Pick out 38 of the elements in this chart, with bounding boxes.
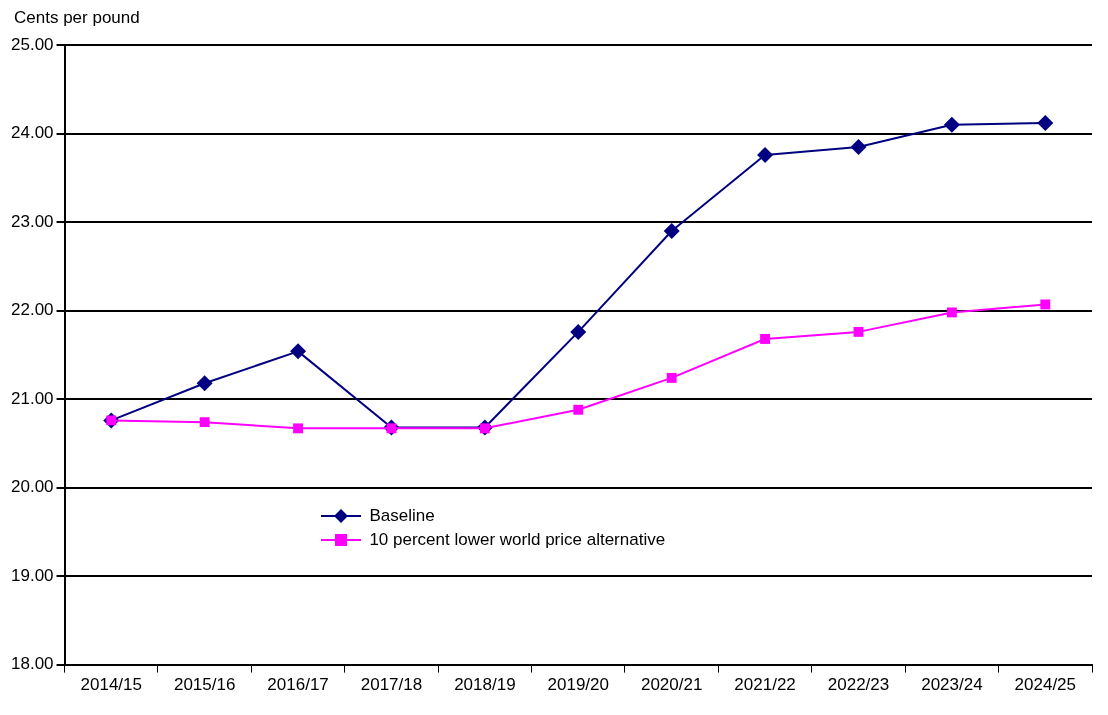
point — [290, 343, 307, 360]
y-tick-label: 25.00 — [10, 34, 54, 54]
point — [196, 375, 213, 392]
x-tick-label: 2018/19 — [454, 675, 516, 695]
point — [570, 323, 587, 340]
y-axis-title: Cents per pound — [13, 8, 141, 29]
x-tick-label: 2023/24 — [921, 675, 983, 695]
point — [293, 423, 304, 434]
point — [757, 146, 774, 163]
x-tick-label: 2015/16 — [173, 675, 236, 695]
x-tick-label: 2020/21 — [640, 675, 703, 695]
x-tick-label: 2017/18 — [360, 675, 423, 695]
point — [1037, 115, 1054, 132]
x-tick-label: 2014/15 — [80, 675, 142, 695]
point — [663, 223, 680, 240]
x-tick-label: 2022/23 — [827, 675, 890, 695]
point — [946, 307, 957, 318]
point — [853, 326, 864, 337]
y-tick-label: 23.00 — [10, 211, 54, 231]
point — [199, 417, 210, 428]
y-tick-label: 18.00 — [10, 654, 54, 674]
y-tick-label: 20.00 — [10, 477, 54, 497]
point — [850, 138, 867, 155]
y-tick-label: 22.00 — [10, 300, 54, 320]
x-tick-label: 2016/17 — [267, 675, 329, 695]
point — [573, 404, 584, 415]
legend-label: Baseline — [369, 505, 435, 526]
y-tick-label: 19.00 — [10, 565, 54, 585]
y-tick-label: 24.00 — [10, 123, 54, 143]
point — [760, 334, 771, 344]
legend-label: 10 percent lower world price alternative — [369, 529, 666, 550]
x-tick-label: 2021/22 — [734, 675, 796, 695]
x-tick-label: 2019/20 — [547, 675, 609, 695]
point — [1040, 299, 1051, 310]
y-tick-label: 21.00 — [10, 388, 54, 408]
x-tick-label: 2024/25 — [1014, 675, 1077, 695]
point — [666, 372, 677, 383]
point — [943, 116, 960, 133]
